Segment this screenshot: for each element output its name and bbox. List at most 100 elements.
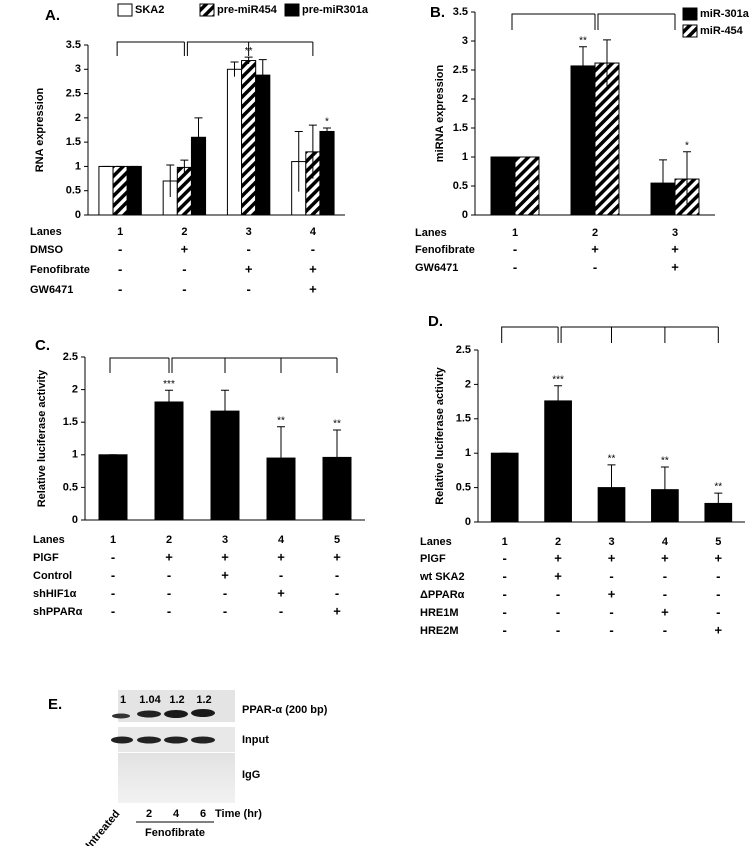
condition-value: + (333, 603, 341, 618)
error-bar (323, 127, 332, 135)
error-bar (165, 389, 173, 414)
condition-value: - (503, 550, 507, 565)
band (112, 713, 130, 719)
bar (594, 62, 620, 216)
condition-name: Fenofibrate (415, 244, 475, 256)
band (164, 710, 188, 718)
error-bar (660, 466, 669, 513)
x-tick-label: 2 (181, 226, 187, 238)
y-axis-label: miRNA expression (434, 65, 446, 163)
gel-lane-box (118, 753, 235, 803)
condition-value: - (335, 585, 339, 600)
panel-label: E. (48, 696, 62, 713)
error-bar (277, 426, 285, 490)
condition-name: PlGF (33, 552, 59, 564)
condition-name: shHIF1α (33, 588, 77, 600)
y-tick-label: 0 (465, 516, 471, 528)
y-tick-label: 1.5 (456, 413, 471, 425)
y-tick-label: 0 (462, 209, 468, 221)
condition-name: Control (33, 570, 72, 582)
y-tick-label: 1.5 (66, 136, 81, 148)
bar (490, 156, 516, 216)
condition-value: - (182, 281, 186, 296)
y-tick-label: 3 (462, 35, 468, 47)
condition-value: - (556, 622, 560, 637)
condition-value: - (246, 281, 250, 296)
condition-value: + (554, 550, 562, 565)
condition-name: wt SKA2 (419, 571, 465, 583)
y-tick-label: 2.5 (456, 344, 471, 356)
error-bar (333, 429, 341, 485)
condition-value: - (716, 604, 720, 619)
error-bar (607, 464, 616, 511)
condition-value: - (167, 585, 171, 600)
band-value: 1.2 (169, 694, 184, 706)
condition-value: + (277, 585, 285, 600)
comparison-bracket (109, 357, 170, 373)
y-tick-label: 3 (75, 63, 81, 75)
band (137, 710, 161, 718)
legend-label: pre-miR301a (302, 4, 369, 16)
x-tick-label: 2 (555, 536, 561, 548)
condition-value: + (715, 550, 723, 565)
comparison-bracket (560, 326, 719, 343)
condition-value: + (661, 604, 669, 619)
condition-value: - (223, 585, 227, 600)
condition-name: GW6471 (415, 262, 458, 274)
error-bar (230, 61, 239, 77)
untreated-label: Untreated (80, 808, 122, 846)
y-tick-label: 1.5 (63, 416, 78, 428)
condition-value: - (311, 241, 315, 256)
band (164, 736, 188, 744)
time: 2 (146, 808, 152, 820)
bar (226, 68, 243, 216)
x-tick-label: 2 (592, 227, 598, 239)
row-label: Input (242, 734, 269, 746)
bar (126, 165, 142, 216)
error-bar (683, 151, 691, 207)
x-tick-label: 1 (117, 226, 123, 238)
legend-label: SKA2 (135, 4, 164, 16)
x-tick-label: 2 (166, 534, 172, 546)
condition-name: shPPARα (33, 606, 83, 618)
condition-value: + (661, 550, 669, 565)
x-tick-label: 5 (334, 534, 340, 546)
y-tick-label: 2 (72, 384, 78, 396)
condition-value: + (591, 241, 599, 256)
condition-value: - (503, 604, 507, 619)
condition-value: - (335, 567, 339, 582)
x-tick-label: 3 (246, 226, 252, 238)
error-bar (603, 39, 611, 87)
y-axis-label: Relative luciferase activity (434, 366, 446, 504)
condition-value: - (513, 241, 517, 256)
condition-value: - (118, 241, 122, 256)
panel-label: D. (428, 313, 443, 330)
comparison-bracket (511, 13, 596, 30)
category-axis-label: Lanes (415, 227, 447, 239)
condition-name: PlGF (420, 553, 446, 565)
y-axis-label: Relative luciferase activity (36, 369, 48, 507)
significance: ** (579, 35, 587, 46)
x-tick-label: 3 (608, 536, 614, 548)
x-tick-label: 4 (662, 536, 669, 548)
y-tick-label: 2.5 (453, 64, 468, 76)
panel-label: C. (35, 337, 50, 354)
error-bar (308, 124, 317, 179)
condition-name: DMSO (30, 244, 63, 256)
condition-value: - (111, 585, 115, 600)
bar (255, 74, 271, 216)
band (191, 709, 215, 717)
condition-value: - (663, 568, 667, 583)
y-tick-label: 2.5 (66, 87, 81, 99)
condition-value: - (556, 586, 560, 601)
y-tick-label: 2 (462, 93, 468, 105)
x-tick-label: 5 (715, 536, 721, 548)
condition-value: - (111, 603, 115, 618)
condition-value: - (609, 622, 613, 637)
row-label: IgG (242, 769, 260, 781)
significance: ** (333, 419, 341, 430)
condition-value: - (182, 261, 186, 276)
error-bar (659, 159, 667, 207)
condition-value: + (608, 550, 616, 565)
condition-value: - (111, 567, 115, 582)
